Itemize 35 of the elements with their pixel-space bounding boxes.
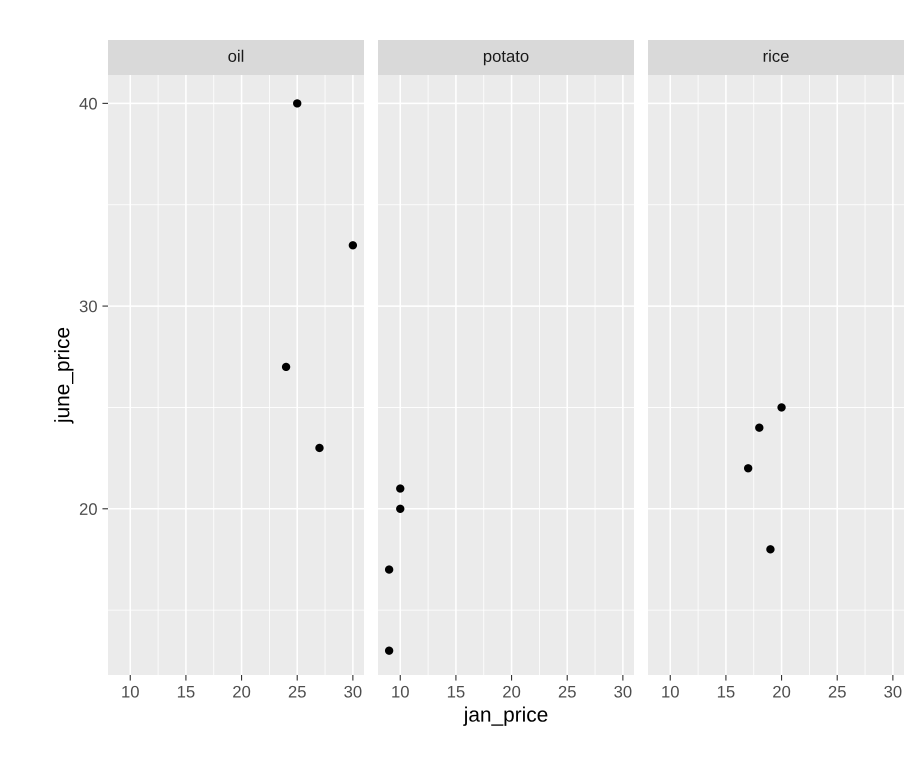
- point: [293, 99, 302, 108]
- point: [384, 565, 394, 574]
- point: [348, 241, 358, 250]
- point: [282, 362, 290, 372]
- chart-title: potato: [484, 51, 528, 66]
- x-tick-label: 30: [344, 686, 362, 698]
- point: [315, 444, 324, 452]
- point: [396, 484, 404, 493]
- x-axis-title: jan_price: [463, 706, 548, 726]
- point: [755, 424, 764, 432]
- point: [384, 646, 394, 655]
- y-tick-label: 40: [79, 98, 97, 110]
- chart-title: rice: [764, 50, 789, 62]
- y-tick-label: 30: [80, 300, 97, 312]
- x-tick-label: 30: [614, 686, 632, 698]
- x-tick-label: 20: [773, 686, 790, 698]
- point: [766, 545, 775, 554]
- x-tick-label: 25: [288, 686, 306, 698]
- x-tick-label: 20: [503, 686, 520, 698]
- y-axis-title: june_price: [54, 328, 74, 424]
- point: [396, 504, 404, 513]
- x-tick-label: 20: [233, 686, 250, 698]
- x-tick-label: 15: [718, 686, 734, 698]
- x-tick-label: 25: [828, 686, 846, 698]
- x-tick-label: 25: [558, 686, 576, 698]
- y-tick-label: 20: [80, 503, 97, 515]
- point: [744, 464, 752, 472]
- x-tick-label: 10: [662, 686, 679, 698]
- chart-title: oil: [228, 50, 244, 62]
- x-tick-label: 15: [448, 686, 464, 698]
- x-tick-label: 10: [122, 686, 139, 698]
- point: [777, 403, 786, 412]
- x-tick-label: 10: [392, 686, 409, 698]
- x-tick-label: 30: [884, 686, 902, 698]
- x-tick-label: 15: [178, 686, 194, 698]
